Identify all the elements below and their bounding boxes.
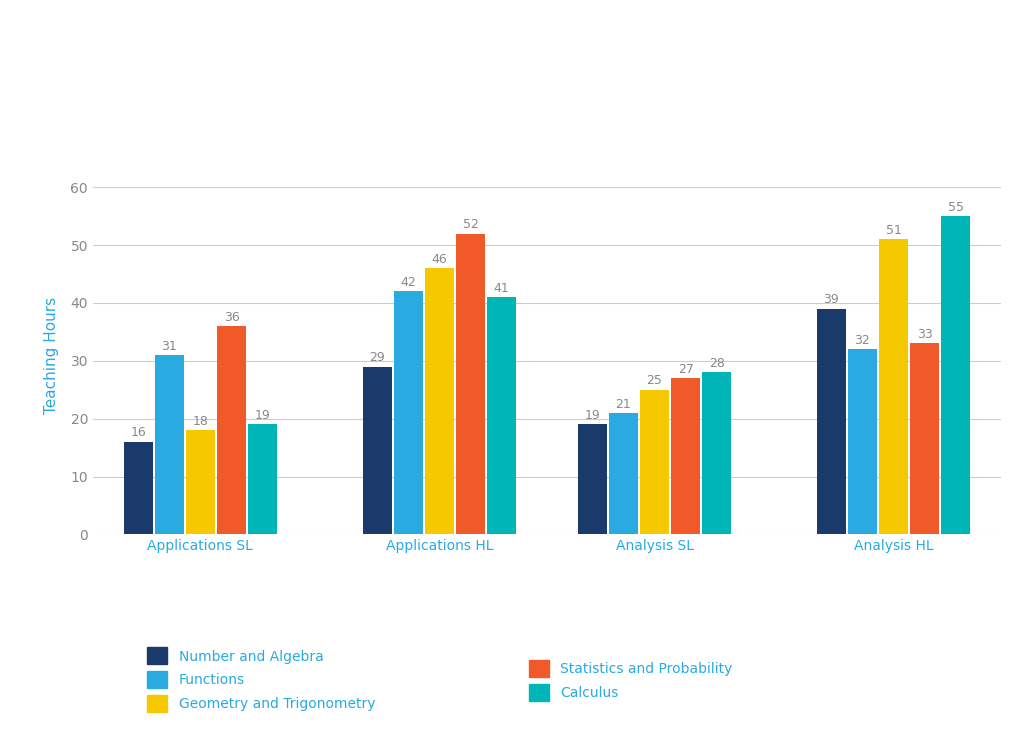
Text: 51: 51 [885, 224, 901, 237]
Bar [910, 343, 939, 534]
Bar [363, 367, 391, 534]
Text: 27: 27 [678, 363, 694, 376]
Text: 18: 18 [193, 415, 208, 428]
Text: 28: 28 [709, 357, 724, 370]
Bar [249, 425, 277, 534]
Text: 55: 55 [947, 201, 964, 214]
Text: 36: 36 [224, 311, 239, 324]
Text: 16: 16 [130, 427, 147, 439]
Bar [425, 268, 454, 534]
Bar [217, 326, 246, 534]
Text: 33: 33 [916, 328, 933, 341]
Text: Mathematics Subject Breakdown: Mathematics Subject Breakdown [234, 84, 798, 113]
Bar [941, 216, 970, 534]
Text: 46: 46 [431, 253, 447, 266]
Bar [671, 378, 700, 534]
Text: 42: 42 [400, 276, 416, 289]
Text: 25: 25 [647, 374, 663, 387]
Bar [703, 373, 731, 534]
Bar [578, 425, 607, 534]
Bar [186, 430, 215, 534]
Text: 29: 29 [369, 351, 385, 365]
Text: 52: 52 [462, 218, 479, 231]
Text: 39: 39 [824, 294, 839, 307]
Bar [640, 389, 669, 534]
Bar [609, 413, 638, 534]
Bar [155, 355, 184, 534]
Text: 19: 19 [255, 409, 270, 422]
Text: 32: 32 [854, 334, 870, 347]
Text: 19: 19 [584, 409, 601, 422]
Text: 21: 21 [615, 397, 632, 411]
Bar [394, 291, 423, 534]
Legend: Statistics and Probability, Calculus: Statistics and Probability, Calculus [523, 655, 738, 707]
Text: 31: 31 [161, 340, 178, 353]
Bar [879, 239, 908, 534]
Bar [124, 442, 153, 534]
Bar [848, 349, 877, 534]
Text: 41: 41 [493, 282, 510, 295]
Bar [456, 234, 485, 534]
Bar [487, 297, 516, 534]
Y-axis label: Teaching Hours: Teaching Hours [44, 296, 59, 414]
Bar [817, 309, 845, 534]
